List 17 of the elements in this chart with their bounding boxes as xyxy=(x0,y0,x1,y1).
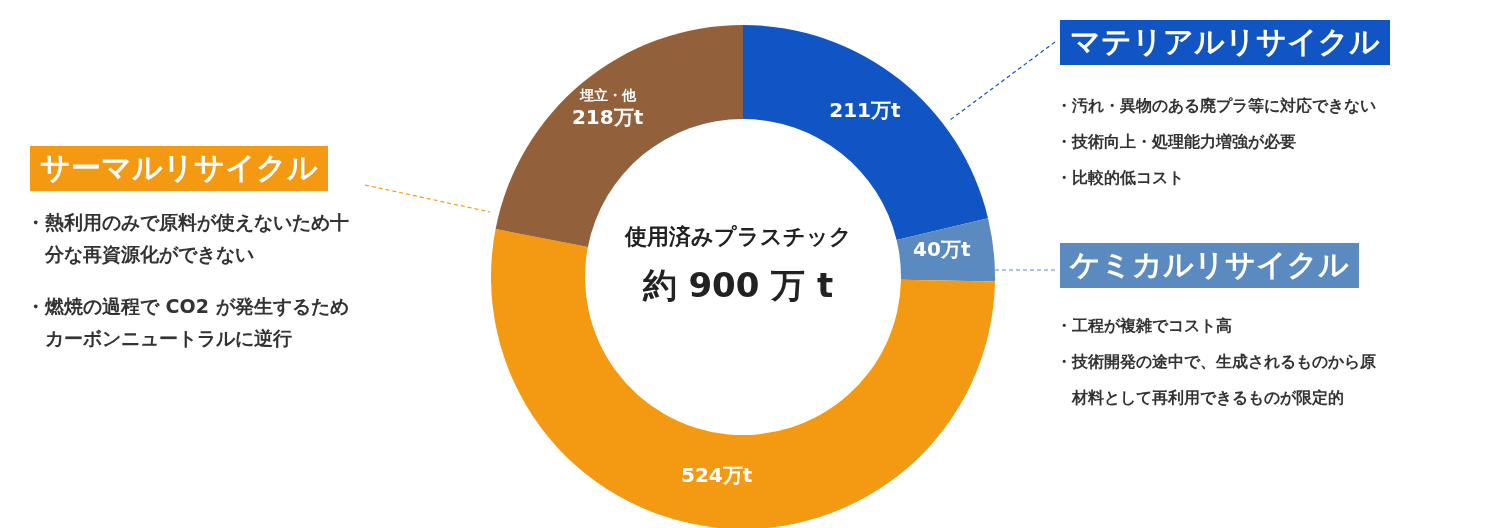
text: ・工程が複雑でコスト高 xyxy=(1056,315,1233,337)
text: ・技術開発の途中で、生成されるものから原材料として再利用できるものが限定的 xyxy=(1056,351,1377,409)
text: 約 900 万 t xyxy=(641,264,835,307)
slice-label: サーマルリサイクル xyxy=(30,146,328,191)
data-label: 524万t xyxy=(680,462,753,487)
data-label: 40万t xyxy=(913,236,971,261)
text: ・燃焼の過程で CO2 が発生するためカーボンニュートラルに逆行 xyxy=(26,294,350,351)
text: ・比較的低コスト xyxy=(1056,167,1185,189)
text: ・熱利用のみで原料が使えないため十分な再資源化ができない xyxy=(26,210,350,267)
slice-label: 埋立・他 xyxy=(578,86,637,103)
slice-label: ケミカルリサイクル xyxy=(1060,243,1359,288)
text: ・汚れ・異物のある廃プラ等に対応できない xyxy=(1056,95,1377,117)
data-label: 211万t xyxy=(829,98,901,123)
text: 使用済みプラスチック xyxy=(623,223,853,251)
text: ・技術向上・処理能力増強が必要 xyxy=(1056,131,1297,153)
slice-label: マテリアルリサイクル xyxy=(1060,20,1390,65)
data-label: 218万t xyxy=(571,104,644,129)
